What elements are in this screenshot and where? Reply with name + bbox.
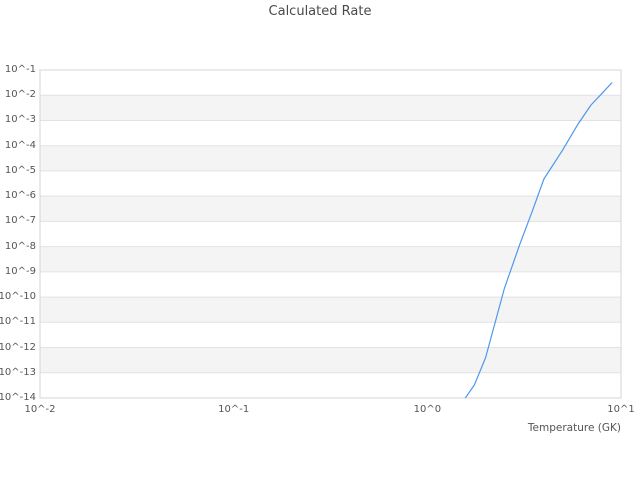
row-band — [40, 95, 621, 121]
row-band — [40, 297, 621, 323]
row-band — [40, 347, 621, 373]
y-tick-label: 10^-11 — [0, 316, 36, 328]
x-axis-title: Temperature (GK) — [527, 422, 621, 434]
y-tick-label: 10^-7 — [4, 215, 36, 227]
row-band — [40, 246, 621, 272]
plot-border — [39, 69, 622, 399]
y-tick-label: 10^-6 — [4, 190, 36, 202]
row-band — [40, 196, 621, 222]
y-tick-label: 10^-4 — [4, 139, 36, 151]
y-tick-label: 10^-14 — [0, 392, 36, 403]
y-tick-label: 10^-10 — [0, 291, 36, 303]
x-tick-label: 10^0 — [413, 404, 442, 415]
rate-curve — [464, 82, 613, 398]
y-tick-label: 10^-3 — [4, 114, 36, 126]
y-tick-label: 10^-1 — [4, 64, 36, 75]
x-tick-label: 10^1 — [607, 404, 635, 415]
y-tick-label: 10^-5 — [4, 164, 36, 176]
y-tick-label: 10^-13 — [0, 366, 36, 378]
row-band — [40, 145, 621, 171]
x-tick-label: 10^-1 — [218, 404, 250, 415]
y-tick-label: 10^-12 — [0, 341, 36, 353]
y-tick-label: 10^-2 — [4, 89, 36, 101]
y-tick-label: 10^-8 — [4, 240, 36, 252]
chart-title: Calculated Rate — [268, 4, 372, 19]
y-tick-label: 10^-9 — [4, 265, 36, 277]
x-tick-label: 10^-2 — [24, 404, 56, 415]
